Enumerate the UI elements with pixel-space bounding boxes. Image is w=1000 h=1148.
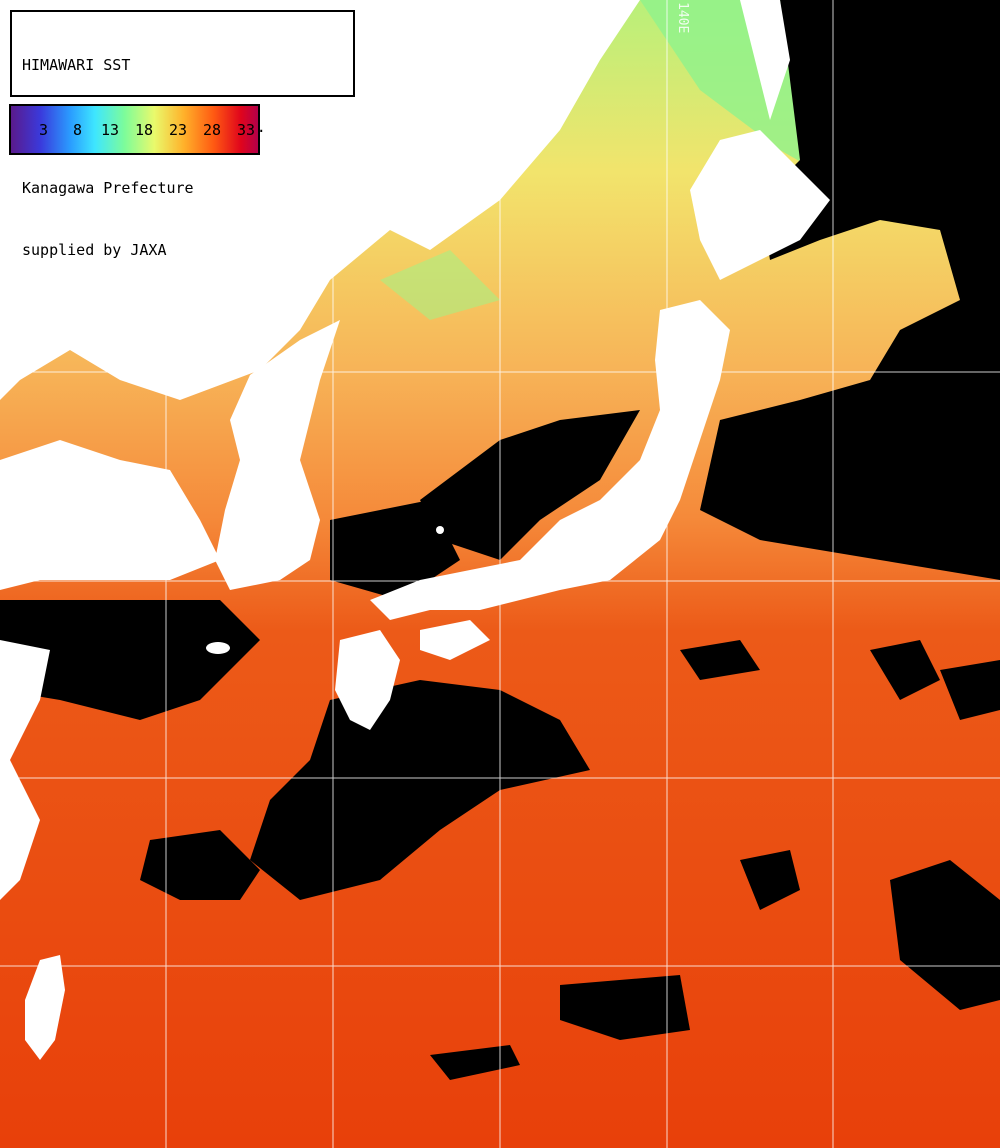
legend-tick: 28 [203, 121, 222, 139]
legend-tick: 23 [169, 121, 188, 139]
legend-tick: 8 [73, 121, 83, 139]
map-info-box: HIMAWARI SST 2025/09/29 08(UTC) 3H Comp.… [10, 10, 355, 259]
lat-label-40n: 40N [18, 355, 42, 370]
legend-tick: 3 [39, 121, 49, 139]
legend-tick: 18 [135, 121, 154, 139]
lon-label-140e: 140E [675, 2, 690, 34]
temperature-legend: 3 8 13 18 23 28 33 [9, 104, 260, 155]
map-title: HIMAWARI SST [22, 56, 131, 74]
cloud-mask [0, 0, 1000, 1080]
legend-tick: 13 [101, 121, 120, 139]
map-region: Kanagawa Prefecture [22, 179, 194, 197]
cool-water-region-2 [380, 250, 500, 320]
legend-tick: 33 [237, 121, 256, 139]
map-credit: supplied by JAXA [22, 240, 167, 259]
land [0, 0, 830, 1060]
